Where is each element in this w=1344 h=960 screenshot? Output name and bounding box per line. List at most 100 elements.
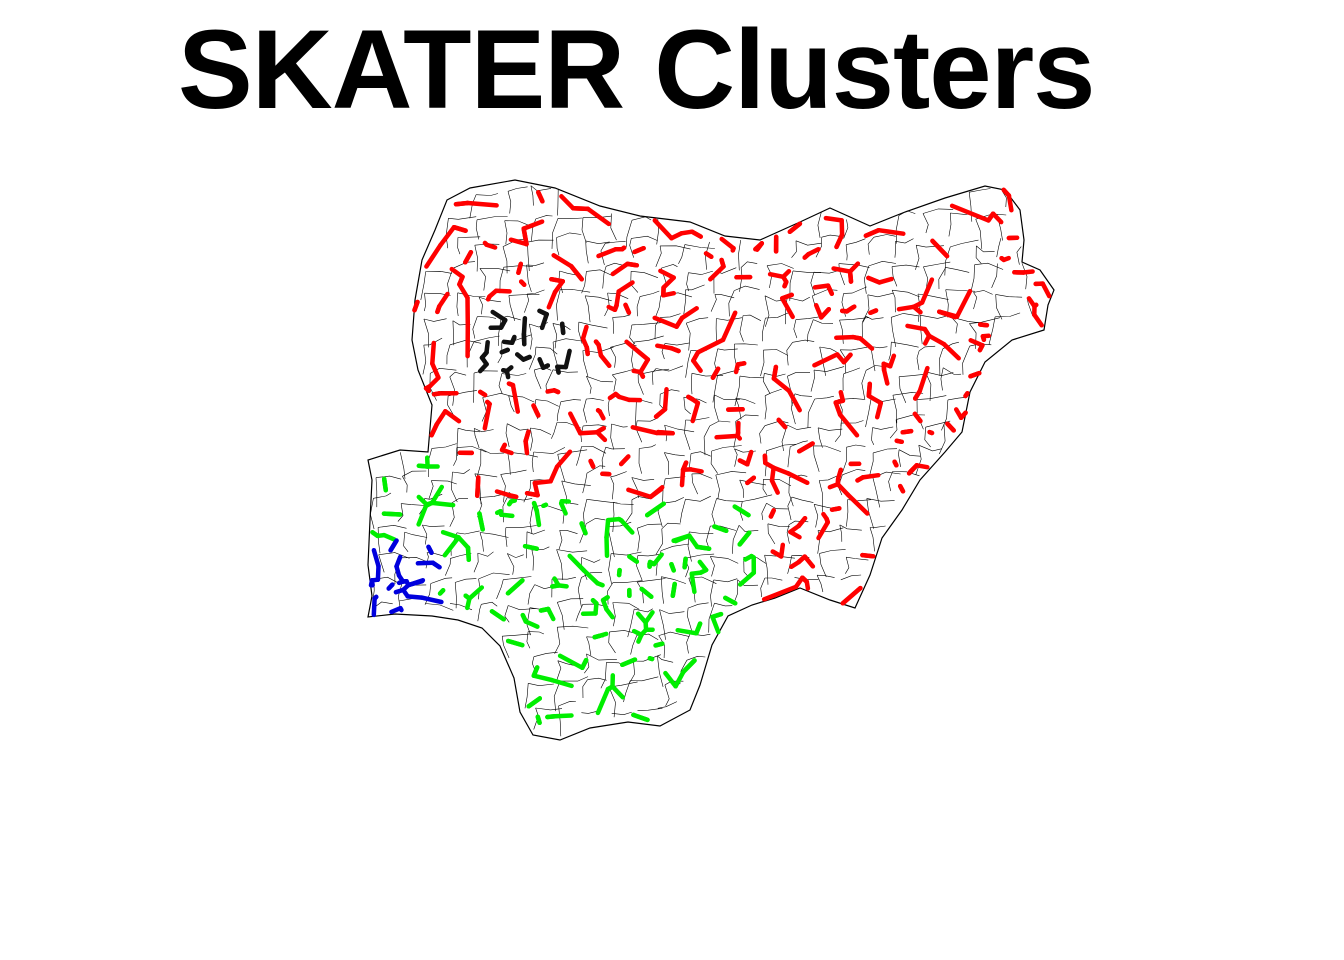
cluster-1-edge [521, 226, 529, 247]
lga-boundary [790, 440, 808, 447]
lga-boundary [581, 217, 587, 243]
cluster-1-edge [823, 215, 844, 223]
lga-boundary [895, 238, 914, 244]
lga-boundary [710, 556, 715, 577]
lga-boundary [631, 477, 655, 481]
lga-boundary [556, 232, 582, 238]
cluster-4-edge [521, 354, 532, 362]
lga-boundary [508, 605, 536, 611]
cluster-1-edge [532, 479, 553, 486]
lga-boundary [690, 373, 693, 395]
cluster-1-edge [662, 387, 669, 412]
cluster-1-edge [954, 288, 973, 319]
lga-boundary [556, 401, 562, 422]
lga-boundary [600, 662, 607, 689]
lga-boundary [508, 295, 515, 321]
cluster-2-edge [505, 578, 525, 596]
lga-boundary [479, 532, 509, 538]
cluster-edges [368, 187, 1052, 726]
lga-boundary [861, 370, 867, 400]
cluster-2-edge [541, 502, 549, 509]
lga-boundary [684, 419, 691, 450]
cluster-4-edge [499, 347, 510, 355]
cluster-1-edge [894, 438, 904, 445]
cluster-2-edge [437, 588, 446, 596]
lga-boundary [819, 346, 837, 353]
lga-boundary [655, 245, 662, 268]
lga-boundary [656, 365, 684, 372]
cluster-2-edge [579, 521, 588, 536]
lga-boundary [872, 426, 894, 430]
lga-boundary [583, 499, 588, 530]
cluster-1-edge [438, 224, 457, 248]
lga-boundary [839, 524, 862, 531]
lga-boundary [764, 295, 784, 302]
lga-boundary [581, 271, 587, 294]
lga-boundary [763, 349, 789, 356]
cluster-2-edge [456, 535, 471, 550]
cluster-3-edge [371, 596, 377, 618]
lga-boundary [839, 317, 869, 321]
cluster-1-edge [866, 393, 884, 406]
lga-boundary [607, 397, 610, 417]
lga-boundary [939, 423, 946, 455]
lga-boundary [685, 495, 711, 502]
cluster-3-edge [371, 547, 381, 569]
lga-boundary [898, 376, 907, 404]
lga-boundary [845, 244, 848, 261]
lga-boundary [814, 395, 834, 400]
lga-boundary [401, 503, 426, 506]
cluster-1-edge [570, 205, 591, 212]
lga-boundary [892, 289, 920, 298]
lga-boundary [657, 655, 664, 687]
lga-boundary [612, 314, 631, 318]
cluster-1-edge [475, 475, 481, 499]
lga-boundary [526, 262, 545, 266]
cluster-2-edge [710, 611, 724, 620]
cluster-2-edge [581, 568, 600, 586]
lga-boundary [457, 237, 461, 255]
lga-boundary [456, 530, 480, 535]
lga-boundary [625, 220, 633, 248]
lga-boundary [578, 321, 608, 329]
lga-boundary [866, 498, 874, 529]
cluster-1-edge [720, 310, 738, 343]
lga-boundary [479, 532, 484, 552]
lga-boundary [631, 271, 659, 278]
lga-boundary [479, 268, 511, 272]
lga-boundary [760, 577, 766, 598]
cluster-1-edge [926, 333, 947, 347]
cluster-1-edge [840, 585, 863, 606]
cluster-1-edge [1040, 281, 1052, 299]
lga-boundary [479, 268, 486, 291]
cluster-2-edge [616, 567, 622, 578]
lga-boundary [501, 636, 510, 659]
cluster-1-edge [786, 388, 802, 413]
lga-boundary [608, 631, 616, 654]
cluster-2-edge [620, 657, 638, 668]
lga-boundary [612, 317, 615, 334]
lga-boundary [480, 448, 505, 454]
lga-boundary [446, 344, 451, 365]
cluster-2-edge [442, 535, 461, 558]
cluster-1-edge [499, 442, 507, 453]
lga-boundary [678, 244, 686, 265]
lga-boundary [714, 294, 735, 299]
lga-boundary [534, 369, 542, 390]
cluster-2-edge [567, 553, 587, 573]
lga-boundary [761, 317, 766, 342]
lga-boundary [815, 237, 822, 258]
cluster-1-edge [779, 292, 794, 301]
cluster-1-edge [838, 389, 846, 403]
lga-boundary [474, 473, 498, 478]
lga-boundary [714, 394, 740, 400]
lga-boundary [764, 295, 770, 327]
cluster-1-edge [548, 464, 560, 484]
lga-boundary [661, 264, 678, 269]
lga-boundary [586, 269, 612, 276]
cluster-3-edge [406, 578, 425, 588]
lga-boundary [734, 285, 760, 291]
lga-boundary [557, 217, 583, 220]
cluster-1-edge [892, 459, 899, 468]
lga-boundary [473, 553, 479, 573]
